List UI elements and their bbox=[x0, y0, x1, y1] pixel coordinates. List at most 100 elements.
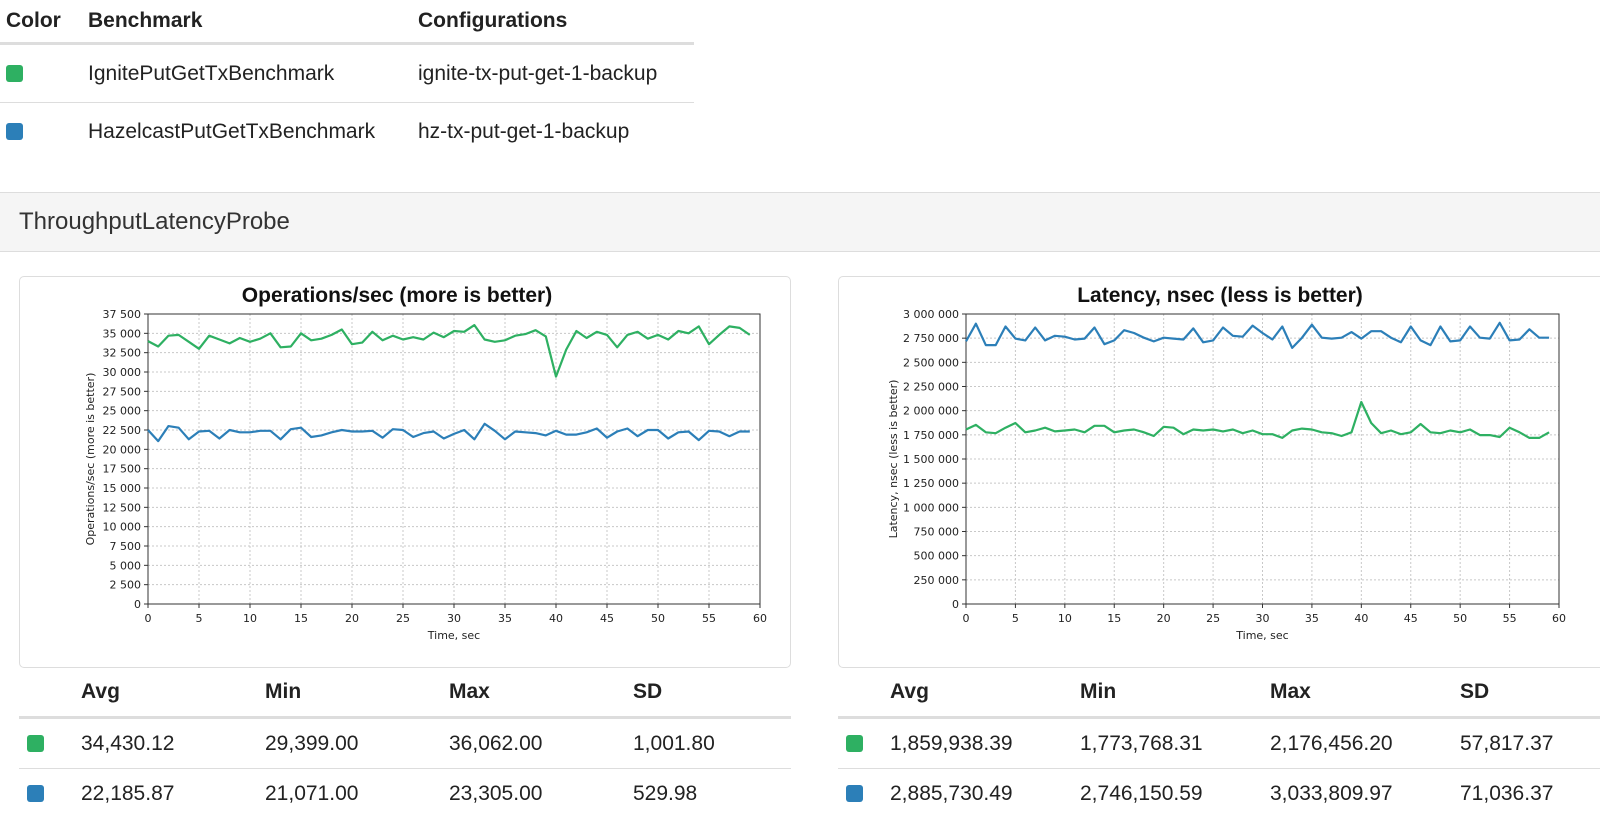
x-tick-label: 15 bbox=[294, 612, 308, 625]
stats-header-min: Min bbox=[1080, 668, 1270, 718]
x-tick-label: 40 bbox=[1354, 612, 1368, 625]
y-tick-label: 2 750 000 bbox=[903, 332, 959, 345]
header-benchmark: Benchmark bbox=[88, 0, 418, 44]
x-tick-label: 5 bbox=[196, 612, 203, 625]
benchmark-configuration: ignite-tx-put-get-1-backup bbox=[418, 44, 694, 103]
x-tick-label: 25 bbox=[1206, 612, 1220, 625]
x-axis-title: Time, sec bbox=[427, 629, 480, 642]
y-tick-label: 1 000 000 bbox=[903, 501, 959, 514]
y-tick-label: 2 500 000 bbox=[903, 356, 959, 369]
x-tick-label: 50 bbox=[1453, 612, 1467, 625]
y-tick-label: 27 500 bbox=[103, 385, 142, 398]
y-tick-label: 3 000 000 bbox=[903, 308, 959, 321]
x-tick-label: 40 bbox=[549, 612, 563, 625]
y-tick-label: 22 500 bbox=[103, 424, 142, 437]
benchmark-name: IgnitePutGetTxBenchmark bbox=[88, 44, 418, 103]
y-tick-label: 35 000 bbox=[103, 327, 142, 340]
chart-title: Operations/sec (more is better) bbox=[242, 284, 552, 307]
stats-header-max: Max bbox=[1270, 668, 1460, 718]
stats-row: 1,859,938.39 1,773,768.31 2,176,456.20 5… bbox=[838, 718, 1600, 769]
x-tick-label: 10 bbox=[1058, 612, 1072, 625]
y-tick-label: 5 000 bbox=[110, 559, 142, 572]
color-swatch bbox=[27, 735, 44, 752]
x-tick-label: 5 bbox=[1012, 612, 1019, 625]
throughput-stats-table: Avg Min Max SD 34,430.12 29,399.00 36,06… bbox=[19, 668, 791, 818]
x-tick-label: 10 bbox=[243, 612, 257, 625]
y-tick-label: 7 500 bbox=[110, 540, 142, 553]
x-tick-label: 30 bbox=[1256, 612, 1270, 625]
y-tick-label: 15 000 bbox=[103, 482, 142, 495]
stats-header-avg: Avg bbox=[81, 668, 265, 718]
throughput-chart: Operations/sec (more is better) 0 2 500 5 0… bbox=[20, 277, 790, 667]
stats-header-sd: SD bbox=[1460, 668, 1600, 718]
stat-max: 2,176,456.20 bbox=[1270, 718, 1460, 769]
stat-avg: 1,859,938.39 bbox=[890, 718, 1080, 769]
y-tick-label: 2 500 bbox=[110, 579, 142, 592]
stats-header-max: Max bbox=[449, 668, 633, 718]
stat-avg: 34,430.12 bbox=[81, 718, 265, 769]
y-tick-label: 30 000 bbox=[103, 366, 142, 379]
series-line bbox=[148, 424, 750, 441]
x-tick-label: 60 bbox=[753, 612, 767, 625]
x-tick-label: 20 bbox=[1157, 612, 1171, 625]
x-tick-label: 0 bbox=[145, 612, 152, 625]
y-tick-label: 250 000 bbox=[914, 574, 960, 587]
stat-min: 29,399.00 bbox=[265, 718, 449, 769]
x-tick-label: 60 bbox=[1552, 612, 1566, 625]
section-title: ThroughputLatencyProbe bbox=[19, 208, 290, 236]
color-swatch bbox=[27, 785, 44, 802]
y-tick-label: 0 bbox=[134, 598, 141, 611]
y-tick-label: 750 000 bbox=[914, 526, 960, 539]
series-line bbox=[966, 323, 1549, 348]
series-line bbox=[148, 325, 750, 377]
stat-min: 1,773,768.31 bbox=[1080, 718, 1270, 769]
y-tick-label: 10 000 bbox=[103, 521, 142, 534]
y-tick-label: 25 000 bbox=[103, 405, 142, 418]
color-swatch bbox=[846, 735, 863, 752]
y-tick-label: 1 750 000 bbox=[903, 429, 959, 442]
benchmark-name: HazelcastPutGetTxBenchmark bbox=[88, 103, 418, 161]
color-swatch bbox=[6, 65, 23, 82]
stat-max: 36,062.00 bbox=[449, 718, 633, 769]
y-tick-label: 0 bbox=[952, 598, 959, 611]
header-color: Color bbox=[0, 0, 88, 44]
x-axis-title: Time, sec bbox=[1235, 629, 1288, 642]
x-tick-label: 25 bbox=[396, 612, 410, 625]
x-tick-label: 35 bbox=[498, 612, 512, 625]
x-tick-label: 45 bbox=[600, 612, 614, 625]
latency-chart-panel: Latency, nsec (less is better) 0 250 000 50… bbox=[838, 276, 1600, 668]
benchmark-table-header-row: Color Benchmark Configurations bbox=[0, 0, 694, 44]
stats-header-avg: Avg bbox=[890, 668, 1080, 718]
y-tick-label: 32 500 bbox=[103, 347, 142, 360]
y-tick-label: 20 000 bbox=[103, 443, 142, 456]
x-tick-label: 45 bbox=[1404, 612, 1418, 625]
y-tick-label: 12 500 bbox=[103, 501, 142, 514]
header-configurations: Configurations bbox=[418, 0, 694, 44]
series-line bbox=[966, 402, 1549, 438]
benchmark-row: HazelcastPutGetTxBenchmark hz-tx-put-get… bbox=[0, 103, 694, 161]
stats-header-sd: SD bbox=[633, 668, 791, 718]
throughput-chart-panel: Operations/sec (more is better) 0 2 500 5 0… bbox=[19, 276, 791, 668]
y-tick-label: 17 500 bbox=[103, 463, 142, 476]
x-tick-label: 15 bbox=[1107, 612, 1121, 625]
x-tick-label: 50 bbox=[651, 612, 665, 625]
x-tick-label: 35 bbox=[1305, 612, 1319, 625]
y-tick-label: 500 000 bbox=[914, 550, 960, 563]
x-tick-label: 30 bbox=[447, 612, 461, 625]
stats-header-row: Avg Min Max SD bbox=[19, 668, 791, 718]
x-tick-label: 55 bbox=[1503, 612, 1517, 625]
color-swatch bbox=[846, 785, 863, 802]
benchmark-configuration: hz-tx-put-get-1-backup bbox=[418, 103, 694, 161]
stats-header-row: Avg Min Max SD bbox=[838, 668, 1600, 718]
y-axis-title: Latency, nsec (less is better) bbox=[887, 380, 900, 539]
latency-chart: Latency, nsec (less is better) 0 250 000 50… bbox=[839, 277, 1600, 667]
y-tick-label: 2 250 000 bbox=[903, 381, 959, 394]
color-swatch bbox=[6, 123, 23, 140]
chart-title: Latency, nsec (less is better) bbox=[1077, 284, 1363, 307]
stats-header-min: Min bbox=[265, 668, 449, 718]
section-header: ThroughputLatencyProbe bbox=[0, 192, 1600, 252]
y-tick-label: 2 000 000 bbox=[903, 405, 959, 418]
y-tick-label: 1 500 000 bbox=[903, 453, 959, 466]
y-axis-title: Operations/sec (more is better) bbox=[84, 373, 97, 546]
y-tick-label: 37 500 bbox=[103, 308, 142, 321]
